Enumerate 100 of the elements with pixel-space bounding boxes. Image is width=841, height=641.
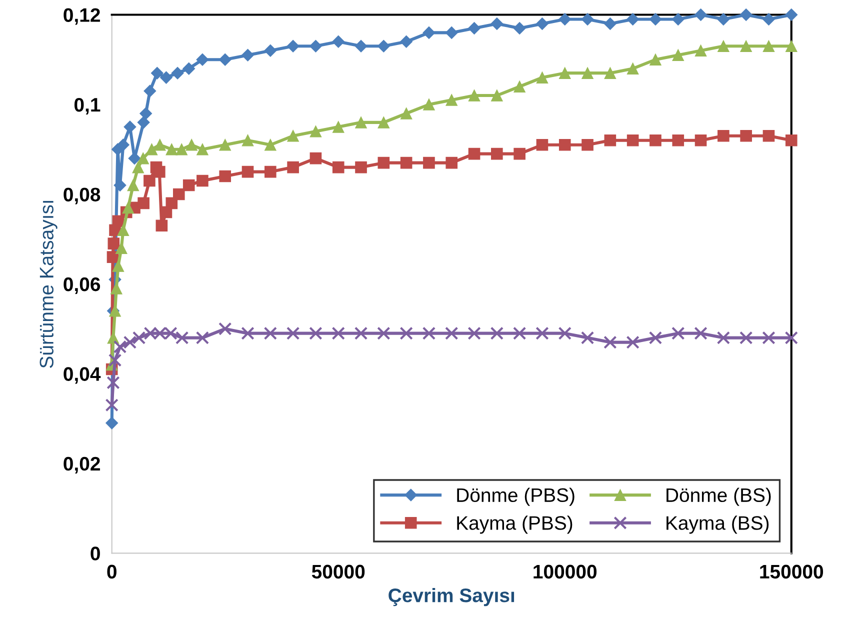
point [105, 398, 118, 412]
point [175, 331, 189, 344]
y-tick-label: 0,08 [64, 188, 100, 204]
point [491, 90, 503, 102]
point [106, 251, 119, 263]
point [219, 170, 232, 182]
point [160, 71, 172, 84]
point [558, 12, 572, 26]
point [582, 138, 594, 151]
point [176, 143, 188, 156]
point [490, 17, 504, 30]
point [196, 331, 210, 344]
point [739, 331, 753, 344]
point [332, 161, 344, 174]
x-tick-label: 50000 [312, 564, 365, 579]
point [219, 138, 232, 151]
point [626, 134, 639, 146]
point [132, 161, 144, 174]
point [694, 134, 707, 146]
point [106, 416, 118, 430]
point [287, 130, 299, 142]
point [108, 238, 120, 250]
point [785, 134, 798, 146]
point [762, 12, 775, 26]
point [400, 326, 413, 340]
point [377, 326, 390, 340]
point [196, 174, 208, 187]
point [114, 179, 126, 192]
x-tick-label: 150000 [760, 564, 824, 579]
point [287, 161, 299, 174]
point [716, 331, 730, 344]
point [123, 336, 137, 349]
point [242, 48, 254, 62]
point [626, 336, 640, 349]
legend-label: Kayma (BS) [666, 516, 769, 534]
point [138, 197, 150, 210]
point [718, 130, 730, 142]
point [445, 26, 458, 39]
point [113, 340, 127, 354]
y-tick-label: 0,12 [64, 8, 100, 25]
point [672, 134, 684, 146]
point [581, 12, 594, 26]
point [241, 326, 254, 340]
point [672, 49, 684, 62]
point [717, 12, 730, 26]
point [491, 148, 503, 160]
point [740, 130, 752, 142]
point [264, 166, 276, 178]
point [264, 326, 278, 340]
point [468, 326, 481, 340]
point [127, 179, 140, 192]
point [166, 197, 178, 210]
point [150, 66, 164, 80]
point [264, 138, 276, 151]
point [355, 116, 367, 128]
point [423, 156, 435, 169]
legend-label: Dönme (PBS) [457, 488, 574, 506]
point [264, 44, 277, 57]
point [762, 130, 775, 142]
point [513, 22, 526, 34]
point [171, 66, 184, 80]
point [354, 40, 368, 52]
point [694, 44, 707, 57]
point [740, 8, 752, 21]
point [400, 35, 413, 48]
point [286, 40, 300, 52]
point [604, 67, 616, 79]
point [514, 80, 526, 92]
point [140, 107, 152, 120]
point [156, 220, 168, 232]
point [218, 53, 232, 66]
point [626, 62, 639, 74]
point [132, 331, 146, 344]
point [718, 40, 730, 52]
point [604, 17, 616, 30]
point [648, 331, 662, 344]
y-tick-label: 0,02 [64, 456, 100, 474]
point [490, 326, 504, 340]
point [108, 354, 122, 367]
point [580, 331, 594, 344]
point [785, 8, 798, 21]
point [242, 166, 254, 178]
point [558, 67, 571, 79]
point [166, 143, 178, 156]
point [762, 40, 775, 52]
point [604, 336, 617, 349]
point [422, 326, 436, 340]
point [182, 179, 195, 192]
point [582, 67, 594, 79]
point [154, 138, 166, 151]
point [536, 326, 549, 340]
point [110, 282, 122, 294]
point [468, 90, 480, 102]
point [310, 126, 322, 138]
point [137, 116, 150, 129]
point [154, 166, 166, 178]
point [694, 326, 708, 340]
point [558, 138, 571, 151]
point [694, 8, 708, 21]
point [242, 134, 254, 146]
